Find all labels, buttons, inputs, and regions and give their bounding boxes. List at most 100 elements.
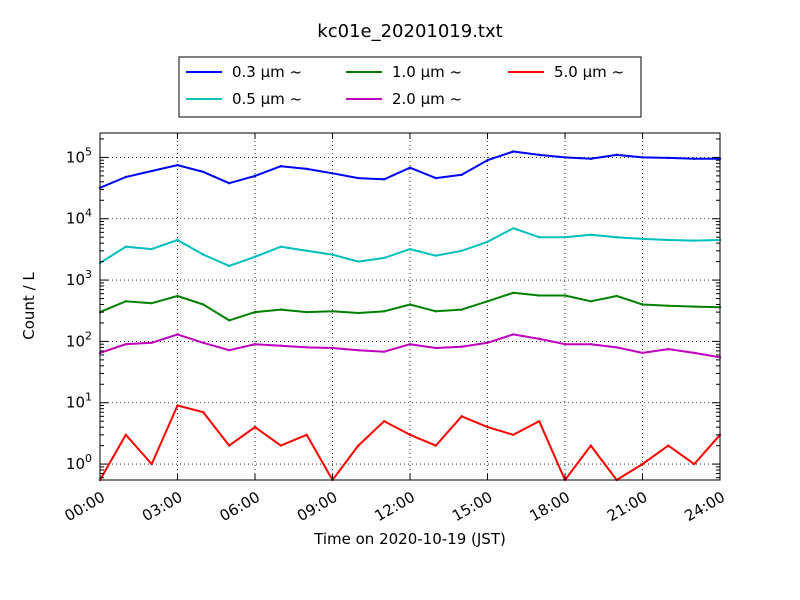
data-point: [512, 291, 515, 295]
data-point: [615, 236, 618, 239]
data-point: [667, 304, 670, 308]
data-point: [382, 420, 386, 423]
data-point: [253, 310, 257, 314]
data-point: [563, 343, 567, 346]
data-point: [357, 260, 360, 263]
data-point: [460, 415, 463, 418]
data-point: [692, 462, 696, 466]
data-point: [512, 333, 515, 336]
data-point: [279, 245, 283, 248]
data-point: [176, 404, 179, 407]
data-point: [357, 348, 360, 352]
data-point: [227, 319, 231, 322]
data-point: [615, 153, 618, 157]
ticks: 00:00 03:00 06:00 09:00 12:00 15:00 18:00 21:00…: [62, 133, 728, 525]
data-point: [641, 303, 644, 306]
data-point: [692, 239, 696, 242]
y-tick-label: 100: [66, 452, 92, 473]
data-point: [692, 305, 696, 308]
legend-label: 0.3 μm ~: [232, 63, 302, 81]
data-point: [382, 310, 386, 313]
data-point: [408, 433, 412, 437]
data-point: [408, 303, 412, 306]
data-point: [227, 181, 231, 185]
data-point: [150, 341, 153, 344]
data-point: [512, 433, 515, 437]
data-point: [202, 170, 205, 174]
data-point: [176, 163, 179, 167]
data-point: [615, 346, 618, 349]
data-point: [434, 310, 438, 313]
data-point: [615, 294, 618, 298]
data-point: [460, 345, 463, 348]
data-point: [202, 411, 205, 414]
x-tick-label: 18:00: [527, 488, 573, 525]
data-point: [537, 420, 541, 423]
data-point: [589, 343, 593, 346]
data-point: [331, 172, 334, 175]
data-point: [486, 240, 489, 244]
data-point: [486, 341, 489, 344]
data-point: [537, 236, 541, 239]
data-point: [692, 351, 696, 355]
y-tick-label: 104: [66, 207, 92, 228]
y-tick-label: 102: [66, 329, 92, 350]
data-point: [202, 253, 205, 256]
data-point: [460, 308, 463, 311]
data-point: [667, 238, 670, 242]
data-point: [434, 346, 438, 350]
data-point: [227, 264, 231, 268]
data-point: [124, 245, 128, 248]
legend-label: 1.0 μm ~: [392, 63, 462, 81]
y-tick-label: 103: [66, 268, 92, 289]
grid: [100, 133, 720, 480]
x-tick-label: 03:00: [139, 488, 185, 525]
data-point: [667, 347, 670, 351]
data-point: [537, 294, 541, 297]
x-tick-label: 06:00: [217, 488, 263, 525]
data-point: [176, 333, 179, 336]
data-point: [305, 310, 308, 314]
data-point: [305, 249, 308, 253]
data-point: [331, 253, 334, 256]
data-point: [176, 238, 179, 242]
data-point: [512, 150, 515, 153]
y-axis-label: Count / L: [20, 272, 38, 340]
data-point: [357, 311, 360, 315]
data-point: [124, 433, 128, 437]
data-point: [563, 236, 567, 239]
data-point: [279, 164, 283, 168]
data-point: [434, 444, 438, 447]
data-point: [537, 337, 541, 341]
data-point: [382, 350, 386, 353]
data-point: [124, 343, 128, 346]
data-point: [382, 178, 386, 181]
legend-label: 2.0 μm ~: [392, 90, 462, 108]
data-point: [641, 351, 644, 355]
x-tick-label: 00:00: [62, 488, 108, 525]
data-point: [331, 346, 334, 350]
data-point: [641, 156, 644, 159]
data-point: [357, 444, 360, 447]
data-point: [253, 255, 257, 258]
series-layer: [98, 150, 722, 482]
data-point: [434, 176, 438, 180]
data-point: [641, 237, 644, 241]
x-tick-label: 15:00: [449, 488, 495, 525]
legend-label: 5.0 μm ~: [554, 63, 624, 81]
data-point: [408, 247, 412, 251]
data-point: [486, 300, 489, 303]
data-point: [537, 153, 541, 157]
data-point: [202, 341, 205, 344]
data-point: [460, 249, 463, 253]
data-point: [279, 308, 283, 311]
data-point: [512, 227, 515, 230]
data-point: [641, 462, 644, 466]
data-point: [150, 247, 153, 251]
data-point: [227, 348, 231, 352]
data-point: [124, 300, 128, 303]
data-point: [589, 444, 593, 447]
data-point: [408, 166, 412, 169]
data-point: [253, 343, 257, 346]
